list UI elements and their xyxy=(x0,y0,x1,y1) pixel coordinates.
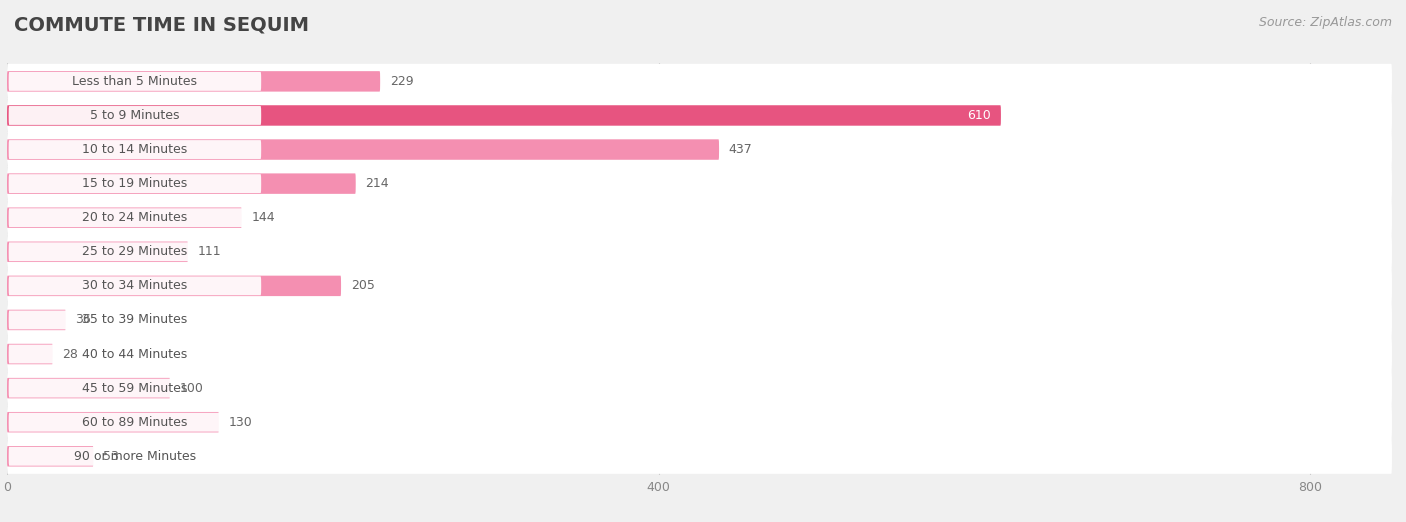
FancyBboxPatch shape xyxy=(8,140,262,159)
FancyBboxPatch shape xyxy=(7,344,52,364)
Text: 100: 100 xyxy=(180,382,204,395)
Text: 53: 53 xyxy=(103,450,120,463)
FancyBboxPatch shape xyxy=(8,277,262,295)
FancyBboxPatch shape xyxy=(7,166,1392,201)
Text: COMMUTE TIME IN SEQUIM: COMMUTE TIME IN SEQUIM xyxy=(14,16,309,34)
FancyBboxPatch shape xyxy=(8,242,262,261)
Text: 10 to 14 Minutes: 10 to 14 Minutes xyxy=(83,143,187,156)
FancyBboxPatch shape xyxy=(8,208,262,227)
FancyBboxPatch shape xyxy=(8,106,262,125)
FancyBboxPatch shape xyxy=(7,200,1392,235)
Text: 28: 28 xyxy=(62,348,79,361)
FancyBboxPatch shape xyxy=(7,405,1392,440)
Text: 130: 130 xyxy=(229,416,252,429)
FancyBboxPatch shape xyxy=(7,207,242,228)
Text: 36: 36 xyxy=(76,313,91,326)
Text: 610: 610 xyxy=(967,109,991,122)
Text: Less than 5 Minutes: Less than 5 Minutes xyxy=(73,75,197,88)
Text: 437: 437 xyxy=(728,143,752,156)
Text: 35 to 39 Minutes: 35 to 39 Minutes xyxy=(83,313,187,326)
FancyBboxPatch shape xyxy=(8,72,262,91)
Text: 111: 111 xyxy=(198,245,221,258)
Text: 60 to 89 Minutes: 60 to 89 Minutes xyxy=(82,416,187,429)
Text: 214: 214 xyxy=(366,177,389,190)
FancyBboxPatch shape xyxy=(7,438,1392,474)
Text: 205: 205 xyxy=(352,279,374,292)
FancyBboxPatch shape xyxy=(7,139,718,160)
FancyBboxPatch shape xyxy=(7,276,342,296)
Text: Source: ZipAtlas.com: Source: ZipAtlas.com xyxy=(1258,16,1392,29)
Text: 30 to 34 Minutes: 30 to 34 Minutes xyxy=(83,279,187,292)
Text: 45 to 59 Minutes: 45 to 59 Minutes xyxy=(82,382,187,395)
FancyBboxPatch shape xyxy=(7,234,1392,269)
FancyBboxPatch shape xyxy=(8,174,262,193)
Text: 5 to 9 Minutes: 5 to 9 Minutes xyxy=(90,109,180,122)
FancyBboxPatch shape xyxy=(7,98,1392,133)
FancyBboxPatch shape xyxy=(7,132,1392,167)
FancyBboxPatch shape xyxy=(8,447,262,466)
FancyBboxPatch shape xyxy=(7,268,1392,303)
FancyBboxPatch shape xyxy=(7,105,1001,126)
Text: 25 to 29 Minutes: 25 to 29 Minutes xyxy=(83,245,187,258)
Text: 229: 229 xyxy=(389,75,413,88)
FancyBboxPatch shape xyxy=(7,242,188,262)
FancyBboxPatch shape xyxy=(7,337,1392,372)
Text: 90 or more Minutes: 90 or more Minutes xyxy=(75,450,195,463)
Text: 144: 144 xyxy=(252,211,276,224)
FancyBboxPatch shape xyxy=(7,378,170,398)
FancyBboxPatch shape xyxy=(8,345,262,363)
Text: 15 to 19 Minutes: 15 to 19 Minutes xyxy=(83,177,187,190)
FancyBboxPatch shape xyxy=(7,446,93,467)
FancyBboxPatch shape xyxy=(7,302,1392,338)
Text: 20 to 24 Minutes: 20 to 24 Minutes xyxy=(83,211,187,224)
FancyBboxPatch shape xyxy=(7,412,219,432)
FancyBboxPatch shape xyxy=(7,173,356,194)
FancyBboxPatch shape xyxy=(8,378,262,398)
FancyBboxPatch shape xyxy=(7,310,66,330)
FancyBboxPatch shape xyxy=(8,413,262,432)
FancyBboxPatch shape xyxy=(7,371,1392,406)
Text: 40 to 44 Minutes: 40 to 44 Minutes xyxy=(83,348,187,361)
FancyBboxPatch shape xyxy=(7,64,1392,99)
FancyBboxPatch shape xyxy=(8,311,262,329)
FancyBboxPatch shape xyxy=(7,71,380,91)
